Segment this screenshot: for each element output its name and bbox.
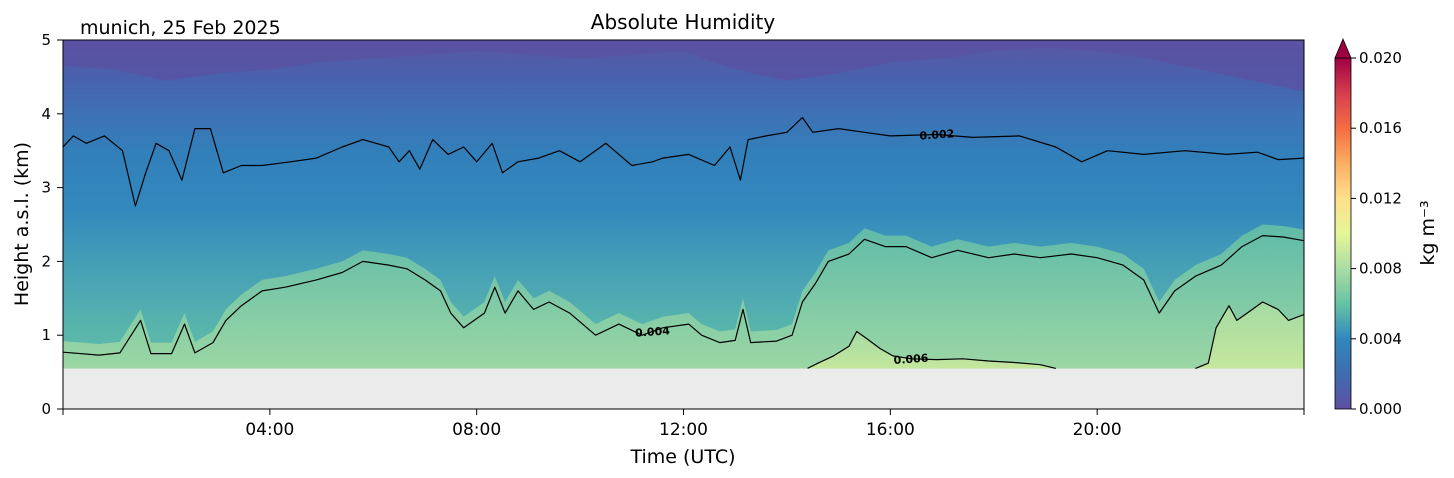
humid-region-late (1195, 301, 1304, 369)
contour-label: 0.006 (893, 352, 929, 367)
colorbar-tick-label: 0.008 (1359, 260, 1402, 278)
y-tick-label: 2 (41, 252, 51, 270)
x-tick-label: 08:00 (452, 420, 501, 440)
location-date-label: munich, 25 Feb 2025 (80, 17, 281, 39)
colorbar-label: kg m⁻³ (1417, 200, 1439, 265)
y-tick-label: 4 (41, 105, 51, 123)
y-tick-label: 0 (41, 400, 51, 418)
y-axis-ticks: 0 1 2 3 4 5 (41, 31, 63, 418)
plot-area: 0.002 0.004 0.006 (63, 40, 1304, 409)
colorbar-tick-label: 0.012 (1359, 189, 1402, 207)
colorbar: 0.000 0.004 0.008 0.012 0.016 0.020 kg m⁻³ (1334, 37, 1439, 418)
contour-line-0-006 (807, 330, 1056, 369)
x-axis-ticks: 04:00 08:00 12:00 16:00 20:00 (62, 409, 1305, 440)
y-tick-label: 1 (41, 326, 51, 344)
x-tick-label: 12:00 (659, 420, 708, 440)
chart-title: Absolute Humidity (591, 10, 776, 34)
colorbar-ticks: 0.000 0.004 0.008 0.012 0.016 0.020 (1351, 49, 1402, 418)
colorbar-gradient (1334, 57, 1352, 410)
colorbar-tick-label: 0.000 (1359, 400, 1402, 418)
x-tick-label: 20:00 (1073, 420, 1122, 440)
contour-lines (63, 116, 1304, 369)
y-axis-label: Height a.s.l. (km) (11, 142, 33, 306)
contour-line- (1195, 301, 1304, 369)
colorbar-extend-arrow (1334, 37, 1352, 59)
x-axis-label: Time (UTC) (629, 446, 735, 468)
colorbar-tick-label: 0.020 (1359, 49, 1402, 67)
contour-label: 0.002 (919, 127, 955, 142)
x-tick-label: 16:00 (866, 420, 915, 440)
colorbar-tick-label: 0.004 (1359, 330, 1402, 348)
dry-region-top (63, 40, 1304, 92)
contour-line-0-004 (63, 235, 1304, 356)
y-tick-label: 5 (41, 31, 51, 49)
contour-label: 0.004 (635, 324, 671, 339)
contour-line-0-002 (63, 116, 1304, 207)
contour-labels: 0.002 0.004 0.006 (635, 127, 955, 367)
humid-region-afternoon (807, 331, 1056, 369)
humid-region-low-level (63, 224, 1304, 369)
colorbar-tick-label: 0.016 (1359, 119, 1402, 137)
x-tick-label: 04:00 (245, 420, 294, 440)
y-tick-label: 3 (41, 179, 51, 197)
